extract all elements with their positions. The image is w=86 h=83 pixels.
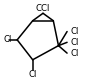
Text: CCl: CCl [36,4,50,13]
Text: Cl: Cl [71,49,79,58]
Text: Cl: Cl [71,27,79,36]
Text: Cl: Cl [71,38,79,47]
Text: Cl: Cl [28,70,37,79]
Text: Cl: Cl [3,35,12,44]
